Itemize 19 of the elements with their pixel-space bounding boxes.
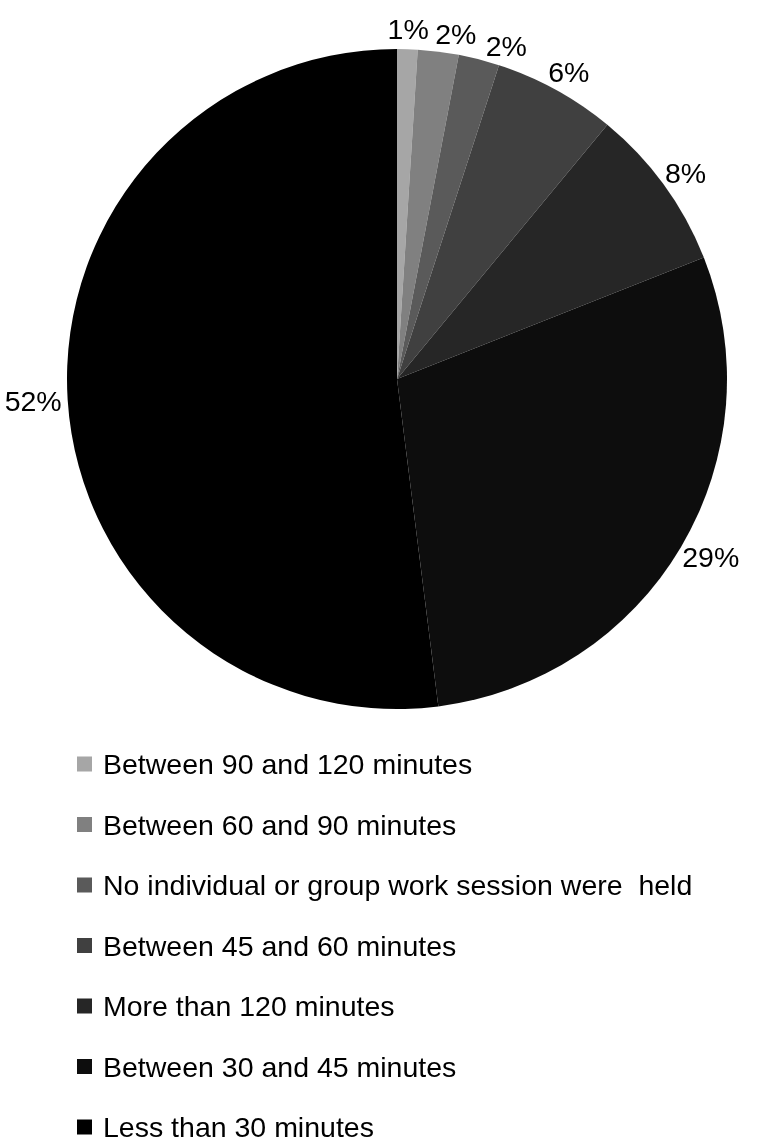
legend-label: Between 30 and 45 minutes xyxy=(103,1050,457,1083)
pie-slice xyxy=(397,49,459,379)
data-label: 8% xyxy=(664,157,707,190)
pie-slice xyxy=(67,49,439,709)
pie-slice xyxy=(397,54,499,379)
data-label: 1% xyxy=(387,12,429,45)
legend-label: More than 120 minutes xyxy=(103,990,395,1022)
legend-label: No individual or group work session were held xyxy=(103,869,693,901)
legend-label: Between 60 and 90 minutes xyxy=(103,808,457,841)
data-label: 2% xyxy=(435,17,477,50)
legend-label: Between 45 and 60 minutes xyxy=(103,929,457,962)
data-label: 29% xyxy=(682,541,740,574)
data-label: 6% xyxy=(548,56,590,89)
legend-label: Between 90 and 120 minutes xyxy=(103,748,473,780)
pie-slice xyxy=(397,65,608,379)
data-label: 52% xyxy=(4,384,62,417)
pie-slice xyxy=(397,124,704,379)
legend-label: Less than 30 minutes xyxy=(103,1111,374,1142)
data-label: 2% xyxy=(485,29,527,62)
